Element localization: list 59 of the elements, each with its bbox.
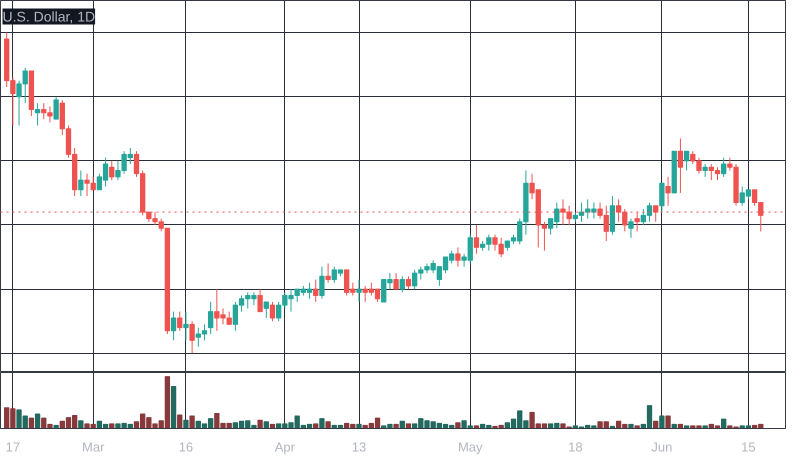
candlestick — [356, 279, 362, 302]
x-tick-label: 16 — [178, 440, 194, 454]
x-tick-label: Mar — [82, 440, 106, 454]
candlestick — [270, 301, 276, 322]
candlestick — [177, 311, 182, 332]
candlestick — [665, 176, 671, 206]
candlestick — [319, 266, 325, 300]
candlestick — [684, 150, 690, 171]
bar — [400, 420, 405, 428]
candlestick — [721, 157, 726, 178]
candlestick — [628, 218, 634, 238]
bar — [325, 421, 331, 428]
bar — [665, 416, 671, 428]
bar — [109, 423, 114, 428]
candlestick — [34, 102, 40, 126]
candlestick — [264, 301, 269, 318]
candlestick — [313, 279, 318, 302]
x-tick-label: 15 — [741, 440, 756, 454]
bar — [659, 416, 665, 428]
bar — [78, 420, 84, 428]
bar — [455, 422, 461, 428]
candlestick — [455, 246, 461, 268]
candlestick — [170, 311, 176, 341]
candlestick — [393, 272, 399, 290]
x-tick-label: 17 — [6, 440, 20, 454]
candlestick — [400, 276, 405, 293]
bar — [264, 421, 269, 428]
x-tick-label: Apr — [274, 440, 296, 454]
candlestick — [474, 224, 480, 254]
candlestick — [659, 182, 665, 213]
bar — [34, 413, 40, 428]
candlestick — [78, 170, 84, 197]
x-tick-label: Jun — [651, 440, 672, 454]
bar — [177, 414, 182, 428]
candlestick — [109, 160, 114, 181]
candlestick — [325, 262, 331, 284]
x-tick-label: 13 — [352, 440, 366, 454]
candlestick — [183, 311, 189, 341]
candlestick — [702, 164, 708, 178]
bar — [721, 418, 726, 428]
x-tick-label: May — [458, 440, 484, 454]
bar — [319, 418, 325, 428]
candlestick — [208, 301, 214, 335]
bar — [189, 416, 195, 428]
candlestick — [406, 276, 412, 290]
bar — [183, 420, 189, 428]
bar — [393, 424, 399, 428]
bar — [170, 386, 176, 428]
bar — [313, 423, 318, 428]
bar — [653, 420, 658, 428]
bar — [28, 418, 34, 428]
candlestick — [53, 96, 59, 120]
x-tick-label: 18 — [568, 440, 583, 454]
chart-title: U.S. Dollar, 1D — [2, 8, 96, 24]
candlestick — [257, 288, 263, 312]
bar — [257, 420, 263, 428]
candlestick — [189, 320, 195, 354]
bar — [672, 424, 677, 428]
candlestick — [678, 138, 684, 194]
